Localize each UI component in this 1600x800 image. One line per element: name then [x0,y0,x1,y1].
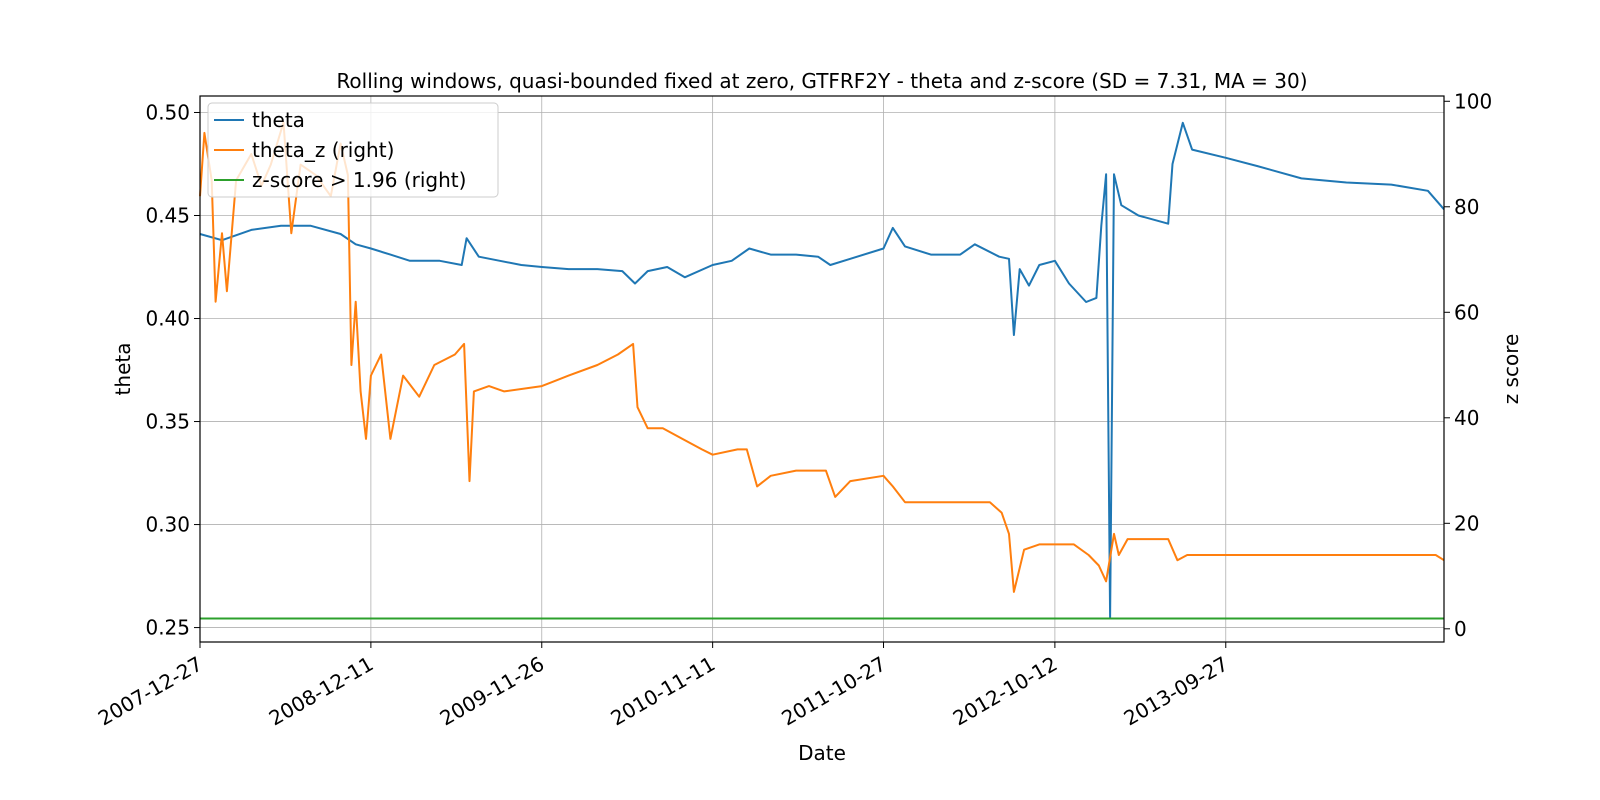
y-left-tick-label: 0.25 [145,616,190,640]
y-right-tick-label: 40 [1454,406,1479,430]
x-tick-label: 2007-12-27 [94,652,207,731]
legend-label-theta-z: theta_z (right) [252,138,394,162]
legend: theta theta_z (right) z-score > 1.96 (ri… [207,102,499,198]
legend-label-theta: theta [252,108,305,132]
y-left-tick-label: 0.40 [145,307,190,331]
x-tick-label: 2013-09-27 [1120,652,1233,731]
x-axis: 2007-12-27 2008-12-11 2009-11-26 2010-11-11… [94,642,1232,730]
x-tick-label: 2010-11-11 [606,652,719,731]
x-tick-label: 2011-10-27 [777,652,890,731]
y-left-tick-label: 0.30 [145,513,190,537]
y-left-tick-label: 0.35 [145,410,190,434]
y-axis-left: 0.25 0.30 0.35 0.40 0.45 0.50 [145,100,200,640]
y-right-tick-label: 0 [1454,617,1467,641]
x-axis-label: Date [798,741,846,765]
legend-box [207,102,499,198]
x-tick-label: 2009-11-26 [436,652,549,731]
y-right-tick-label: 60 [1454,300,1479,324]
legend-label-zscore: z-score > 1.96 (right) [252,168,466,192]
y-axis-right: 0 20 40 60 80 100 [1444,89,1492,641]
x-tick-label: 2008-12-11 [265,652,378,731]
y-left-tick-label: 0.45 [145,204,190,228]
grid [199,96,1444,642]
y-right-tick-label: 80 [1454,195,1479,219]
y-axis-right-label: z score [1499,334,1523,405]
y-axis-left-label: theta [111,343,135,396]
series-line-theta [199,121,1445,619]
x-tick-label: 2012-10-12 [949,652,1062,731]
y-left-tick-label: 0.50 [145,100,190,124]
chart-title: Rolling windows, quasi-bounded fixed at … [336,69,1307,93]
plot-frame [199,95,1445,643]
y-right-tick-label: 100 [1454,89,1492,113]
y-right-tick-label: 20 [1454,511,1479,535]
